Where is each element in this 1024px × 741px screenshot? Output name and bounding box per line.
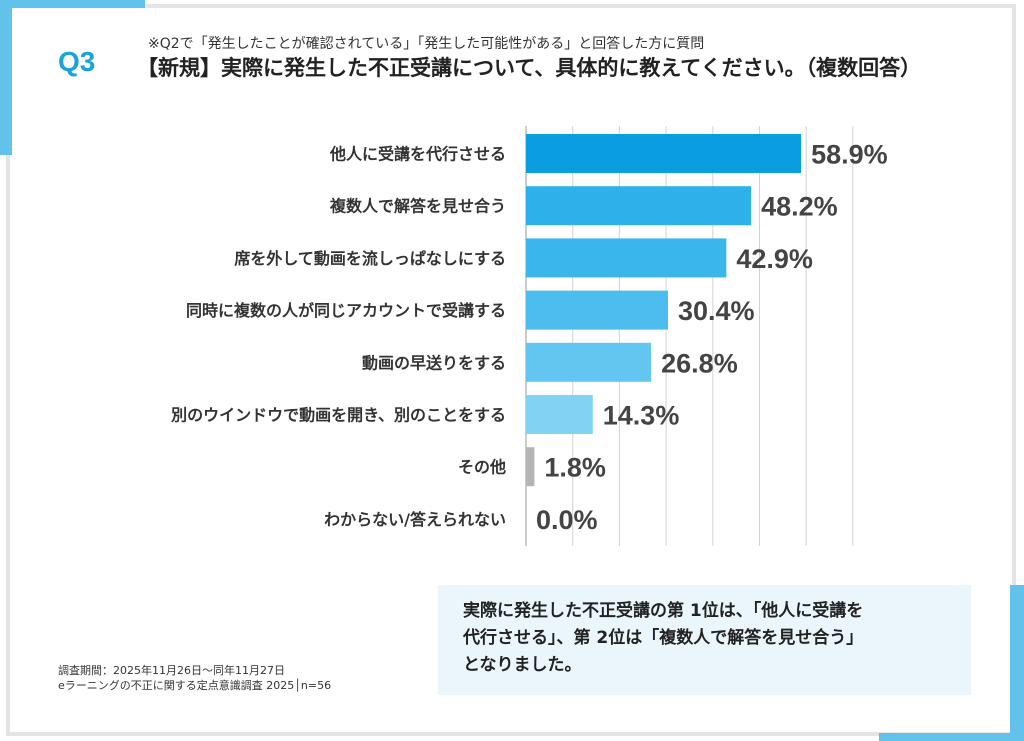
data-label: 26.8% bbox=[661, 348, 738, 378]
data-label: 58.9% bbox=[811, 140, 888, 170]
data-label: 1.8% bbox=[544, 453, 606, 483]
bar bbox=[526, 447, 535, 487]
summary-line-3: となりました。 bbox=[463, 655, 582, 675]
bar bbox=[526, 342, 652, 382]
corner-accent-top bbox=[0, 0, 145, 8]
data-label: 14.3% bbox=[603, 401, 680, 431]
corner-accent-right bbox=[1010, 585, 1024, 741]
corner-accent-left bbox=[0, 0, 12, 155]
bar bbox=[526, 186, 752, 226]
category-label: わからない/答えられない bbox=[324, 510, 506, 529]
category-label: 同時に複数の人が同じアカウントで受講する bbox=[186, 301, 506, 320]
page-title: 【新規】実際に発生した不正受講について、具体的に教えてください。（複数回答） bbox=[137, 56, 922, 80]
survey-period: 調査期間：2025年11月26日～同年11月27日 bbox=[58, 664, 285, 677]
data-label: 0.0% bbox=[536, 505, 598, 535]
question-number: Q3 bbox=[58, 46, 96, 77]
summary-line-2: 代行させる」、第 2位は「複数人で解答を見せ合う」 bbox=[463, 628, 864, 648]
summary-callout: 実際に発生した不正受講の第 1位は、「他人に受講を 代行させる」、第 2位は「複… bbox=[438, 585, 971, 695]
category-label: 席を外して動画を流しっぱなしにする bbox=[234, 249, 506, 268]
bar bbox=[526, 290, 668, 330]
question-note: ※Q2で「発生したことが確認されている」「発生した可能性がある」と回答した方に質… bbox=[148, 36, 705, 52]
category-label: 複数人で解答を見せ合う bbox=[329, 197, 506, 216]
survey-footer: 調査期間：2025年11月26日～同年11月27日 eラーニングの不正に関する定… bbox=[58, 663, 331, 693]
category-label: 他人に受講を代行させる bbox=[329, 145, 506, 164]
summary-line-1: 実際に発生した不正受講の第 1位は、「他人に受講を bbox=[463, 601, 864, 621]
corner-accent-bottom bbox=[879, 733, 1024, 741]
bar bbox=[526, 238, 727, 278]
data-label: 42.9% bbox=[736, 244, 813, 274]
data-label: 30.4% bbox=[678, 296, 755, 326]
data-label: 48.2% bbox=[761, 192, 838, 222]
category-label: その他 bbox=[458, 458, 506, 477]
survey-source: eラーニングの不正に関する定点意識調査 2025│n=56 bbox=[58, 679, 332, 692]
category-label: 別のウインドウで動画を開き、別のことをする bbox=[171, 406, 506, 425]
bar bbox=[526, 395, 593, 434]
bar bbox=[526, 134, 802, 173]
category-label: 動画の早送りをする bbox=[362, 353, 506, 372]
